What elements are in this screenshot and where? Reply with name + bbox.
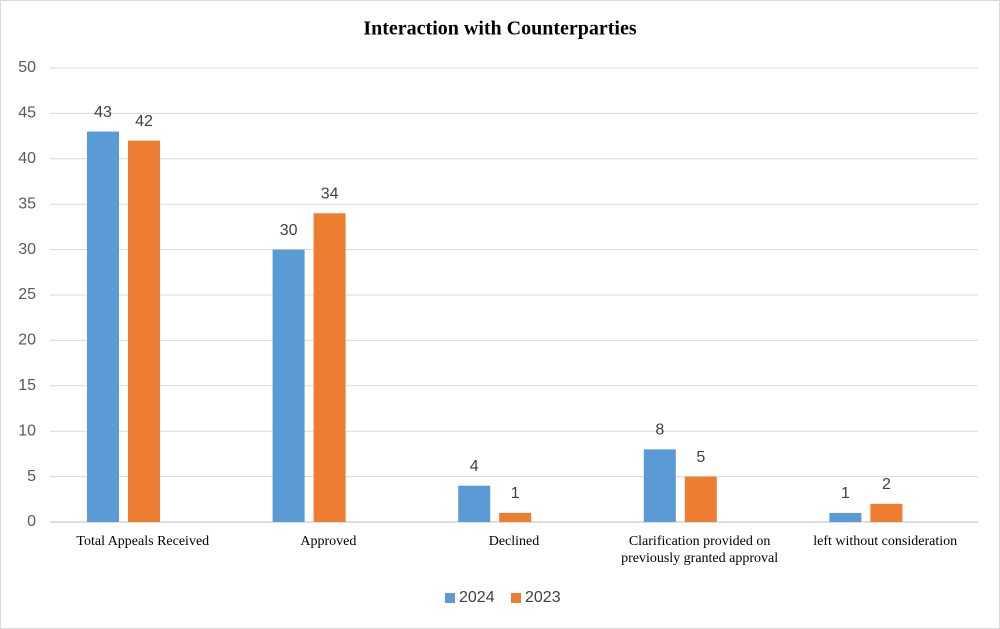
data-label: 4 bbox=[470, 458, 479, 475]
legend-swatch bbox=[445, 593, 455, 603]
y-tick-label: 15 bbox=[18, 377, 36, 394]
legend-label: 2024 bbox=[459, 589, 495, 606]
data-label: 43 bbox=[94, 104, 112, 121]
data-label: 34 bbox=[321, 185, 339, 202]
y-tick-label: 0 bbox=[27, 513, 36, 530]
bar bbox=[499, 512, 532, 522]
data-label: 42 bbox=[135, 113, 153, 130]
x-tick-label: Clarification provided on previously gra… bbox=[621, 534, 779, 566]
bar bbox=[684, 476, 717, 522]
x-tick-label: Total Appeals Received bbox=[76, 534, 210, 549]
chart-title: Interaction with Counterparties bbox=[363, 18, 637, 40]
data-label: 1 bbox=[841, 485, 850, 502]
x-tick-label: Declined bbox=[488, 534, 540, 549]
y-tick-label: 20 bbox=[18, 332, 36, 349]
legend-label: 2023 bbox=[525, 589, 561, 606]
data-label: 8 bbox=[655, 422, 664, 439]
bar bbox=[870, 503, 903, 522]
bar bbox=[272, 249, 305, 522]
y-tick-label: 5 bbox=[27, 468, 36, 485]
y-tick-label: 30 bbox=[18, 241, 36, 258]
data-label: 1 bbox=[511, 485, 520, 502]
bar bbox=[128, 140, 160, 522]
bar bbox=[643, 449, 676, 522]
y-tick-label: 25 bbox=[18, 286, 36, 303]
bar bbox=[829, 512, 862, 522]
x-tick-label: Approved bbox=[300, 534, 357, 549]
y-tick-label: 35 bbox=[18, 195, 36, 212]
x-tick-label: left without consideration bbox=[813, 534, 958, 549]
data-label: 5 bbox=[696, 449, 705, 466]
legend-swatch bbox=[511, 593, 521, 603]
data-label: 30 bbox=[280, 222, 298, 239]
bar bbox=[313, 213, 346, 522]
bar bbox=[458, 485, 491, 522]
y-tick-label: 50 bbox=[18, 59, 36, 76]
data-label: 2 bbox=[882, 476, 891, 493]
y-tick-label: 10 bbox=[18, 422, 36, 439]
y-tick-label: 45 bbox=[18, 105, 36, 122]
bar bbox=[87, 131, 119, 522]
y-tick-label: 40 bbox=[18, 150, 36, 167]
